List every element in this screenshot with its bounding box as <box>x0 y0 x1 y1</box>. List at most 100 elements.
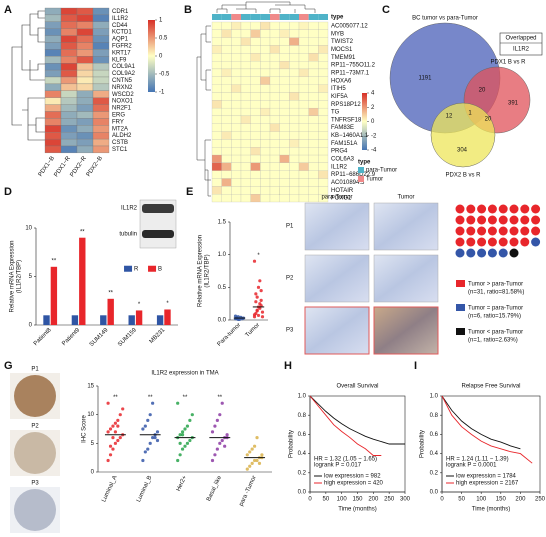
heatmap-cell <box>92 21 110 29</box>
heatmap-cell <box>240 37 251 46</box>
colorbar <box>148 20 155 92</box>
heatmap-cell <box>76 28 94 36</box>
heatmap-cell <box>44 104 62 112</box>
heatmap-cell <box>308 45 319 54</box>
blot-label: IL1R2 <box>121 206 138 212</box>
point <box>141 458 145 463</box>
heatmap-cell <box>60 69 78 78</box>
point <box>148 413 152 417</box>
colorbar-label: 0 <box>371 119 375 125</box>
heatmap-cell <box>279 170 290 179</box>
heatmap-cell <box>92 28 110 36</box>
heatmap-cell <box>211 194 222 203</box>
point <box>146 418 150 422</box>
point <box>255 458 259 463</box>
point <box>178 441 182 445</box>
chart-title: IL1R2 expression in TMA <box>151 371 218 377</box>
dot <box>487 215 497 225</box>
heatmap-cell <box>279 186 290 195</box>
bar <box>156 315 164 325</box>
heatmap-cell <box>250 61 261 70</box>
dot <box>520 204 530 214</box>
heatmap-cell <box>44 125 62 133</box>
heatmap-cell <box>308 84 319 93</box>
heatmap-cell <box>60 118 78 126</box>
gene-label: HOTAIR <box>331 188 354 194</box>
heatmap-cell <box>269 186 280 195</box>
point <box>190 413 194 417</box>
legend-label: Tumor = para-Tumor <box>468 306 523 312</box>
heatmap-cell <box>44 63 62 71</box>
heatmap-cell <box>298 21 309 30</box>
chart-title: Relapse Free Survival <box>461 384 520 390</box>
survival-curve <box>441 395 521 450</box>
heatmap-cell <box>298 154 309 163</box>
y-tick-label: 0 <box>29 323 33 329</box>
significance: ** <box>217 395 222 401</box>
heatmap-cell <box>289 178 300 187</box>
heatmap-cell <box>298 84 309 93</box>
image-label: P1 <box>31 367 39 373</box>
heatmap-cell <box>269 45 280 54</box>
venn-label: PDX1 B vs R <box>490 60 526 66</box>
annotation: HR = 1.32 (1.05 − 1.65) <box>314 457 377 463</box>
heatmap-cell <box>76 7 94 16</box>
legend-detail: (n=6, ratio=15.79%) <box>468 314 521 320</box>
heatmap-cell <box>260 68 271 77</box>
point <box>254 292 258 296</box>
venn-count: 1 <box>468 111 472 117</box>
heatmap-cell <box>44 118 62 126</box>
type-bar <box>241 14 251 20</box>
heatmap-cell <box>211 170 222 179</box>
heatmap-cell <box>76 49 94 57</box>
heatmap-cell <box>279 147 290 156</box>
x-tick-label: Para-tumor <box>217 322 242 347</box>
dot <box>466 204 476 214</box>
heatmap-cell <box>260 131 271 140</box>
heatmap-cell <box>76 118 94 126</box>
point <box>225 433 229 437</box>
heatmap-cell <box>260 186 271 195</box>
x-tick-label: Tumor <box>245 322 261 338</box>
y-tick-label: 1.0 <box>298 394 307 400</box>
gene-label: CSTB <box>112 140 128 146</box>
heatmap-cell <box>92 56 110 64</box>
heatmap-cell <box>308 100 319 109</box>
x-tick-label: SUM149 <box>89 327 110 348</box>
heatmap-cell <box>318 170 329 179</box>
dendrogram <box>11 10 45 141</box>
heatmap-cell <box>92 90 110 98</box>
heatmap-cell <box>231 131 242 140</box>
point <box>223 444 227 448</box>
gene-label: IL1R2 <box>112 16 129 22</box>
bar <box>100 315 107 325</box>
heatmap-cell <box>250 194 261 203</box>
point <box>141 427 145 431</box>
heatmap-cell <box>250 147 261 156</box>
heatmap-cell <box>240 194 251 203</box>
heatmap-cell <box>240 139 251 148</box>
heatmap-cell <box>44 83 62 91</box>
panel-label: E <box>186 186 193 198</box>
legend-swatch <box>358 176 364 182</box>
heatmap-cell <box>240 123 251 132</box>
dot <box>498 215 508 225</box>
heatmap-cell <box>308 123 319 132</box>
dot <box>487 237 497 247</box>
heatmap-cell <box>308 115 319 124</box>
y-tick-label: 10 <box>25 226 32 232</box>
type-bar <box>250 14 261 20</box>
x-tick-label: Patient8 <box>33 327 53 347</box>
panel-label: C <box>382 4 390 16</box>
heatmap-cell <box>260 53 271 62</box>
heatmap-cell <box>269 178 280 187</box>
heatmap-cell <box>269 68 280 77</box>
point <box>178 453 182 457</box>
venn-count: 20 <box>485 117 492 123</box>
heatmap-cell <box>289 154 300 163</box>
point <box>151 436 155 440</box>
y-tick-label: 0.2 <box>430 470 439 476</box>
colorbar-label: 2 <box>371 105 375 111</box>
heatmap-cell <box>298 37 309 46</box>
heatmap-cell <box>260 154 271 163</box>
